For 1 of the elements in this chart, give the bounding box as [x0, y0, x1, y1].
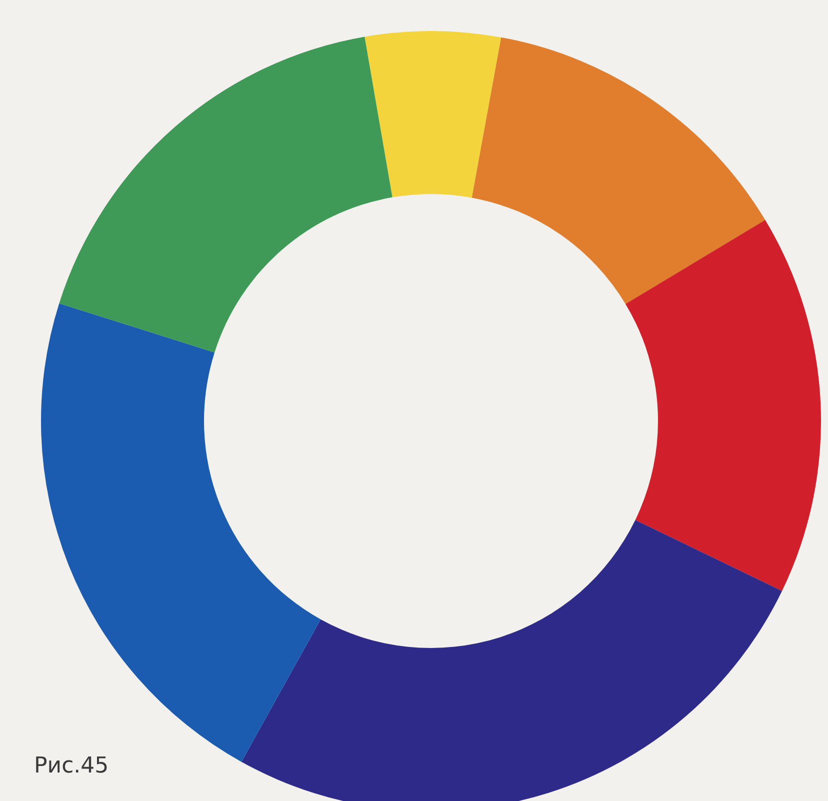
text: Рис.45 [34, 754, 109, 778]
